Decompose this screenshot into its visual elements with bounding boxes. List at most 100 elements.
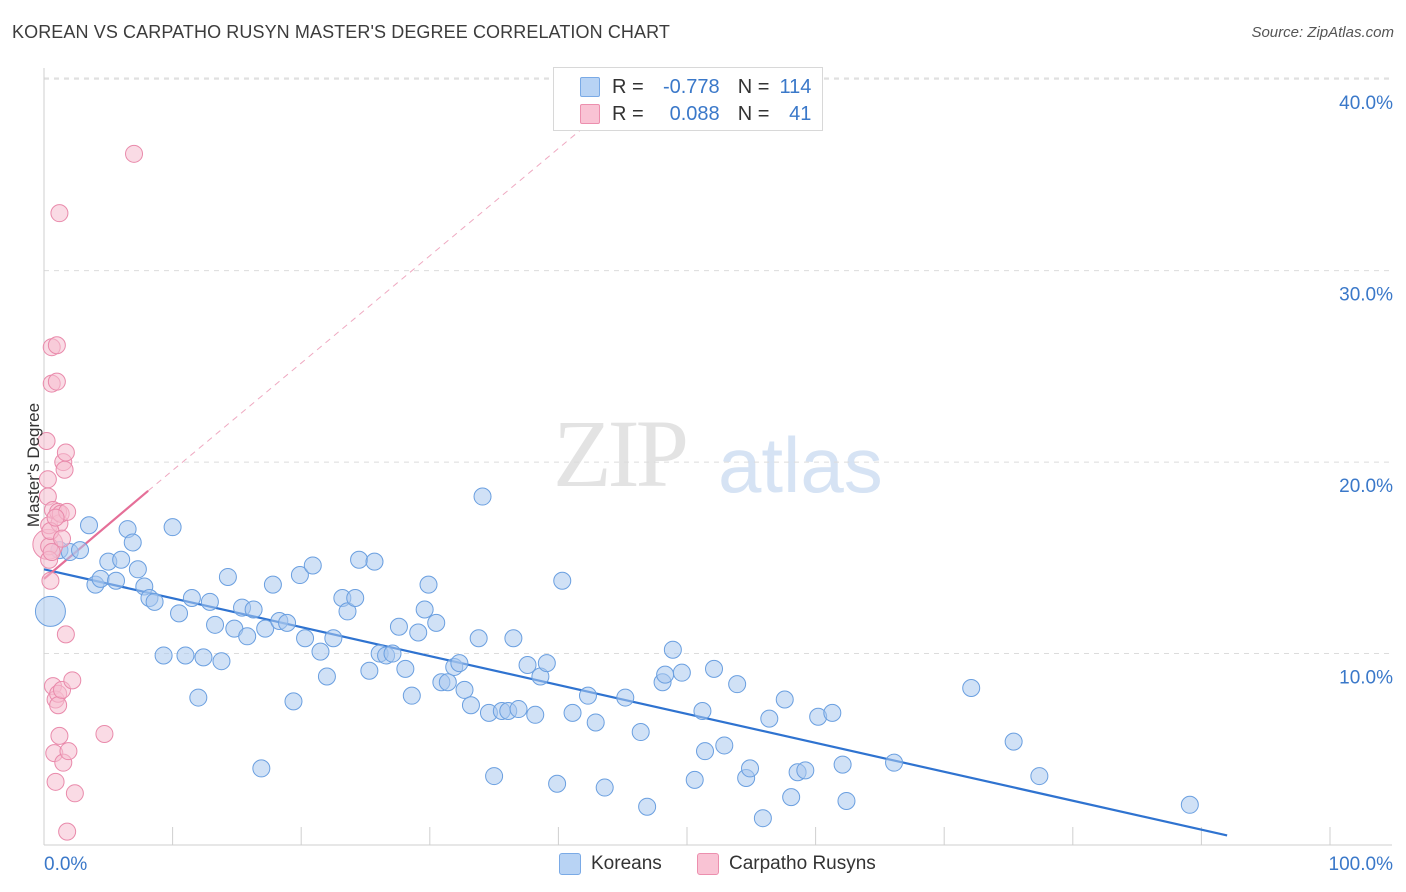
korean-point xyxy=(586,713,605,732)
n-label: N = xyxy=(737,102,770,125)
korean-point xyxy=(290,566,309,585)
korean-point xyxy=(450,654,469,673)
r-label: R = xyxy=(612,75,644,98)
carpatho-rusyn-point xyxy=(37,432,56,451)
korean-point xyxy=(212,652,231,671)
axes xyxy=(43,68,1392,846)
korean-point xyxy=(537,654,556,673)
korean-point xyxy=(402,686,421,705)
korean-point xyxy=(415,600,434,619)
korean-point xyxy=(218,567,237,586)
watermark-atlas: atlas xyxy=(718,421,883,509)
korean-point xyxy=(396,659,415,678)
correlation-legend: R = -0.778 N = 114 R = 0.088 N = 41 xyxy=(553,67,823,131)
korean-point xyxy=(696,742,715,761)
carpatho-rusyns-legend-label: Carpatho Rusyns xyxy=(729,853,876,874)
korean-point xyxy=(128,560,147,579)
n-label: N = xyxy=(737,75,770,98)
korean-point xyxy=(252,759,271,778)
carpatho-rusyn-point xyxy=(46,772,65,791)
carpatho-rusyn-points xyxy=(32,144,144,841)
korean-point xyxy=(360,661,379,680)
korean-point xyxy=(296,629,315,648)
korean-point xyxy=(796,761,815,780)
korean-point xyxy=(91,569,110,588)
korean-point xyxy=(383,644,402,663)
carpatho-rusyn-point xyxy=(50,726,69,745)
korean-point xyxy=(284,692,303,711)
korean-point xyxy=(163,518,182,537)
korean-point xyxy=(469,629,488,648)
korean-point xyxy=(145,592,164,611)
koreans-n-value: 114 xyxy=(779,75,812,98)
korean-point xyxy=(438,673,457,692)
korean-point xyxy=(409,623,428,642)
carpatho-rusyns-swatch xyxy=(580,104,600,124)
korean-point xyxy=(206,615,225,634)
carpatho-rusyn-point xyxy=(59,742,78,761)
korean-point xyxy=(176,646,195,665)
korean-point xyxy=(782,788,801,807)
korean-point xyxy=(962,679,981,697)
korean-point xyxy=(728,675,747,694)
korean-point xyxy=(518,656,537,675)
koreans-legend-swatch xyxy=(559,853,581,875)
korean-point xyxy=(427,613,446,632)
korean-point xyxy=(705,659,724,678)
legend-row-koreans: R = -0.778 N = 114 xyxy=(554,74,811,100)
carpatho-rusyn-point xyxy=(47,336,66,355)
korean-point xyxy=(548,774,567,793)
korean-point xyxy=(170,604,189,623)
carpatho-rusyn-point xyxy=(56,625,75,644)
koreans-legend-label: Koreans xyxy=(591,853,662,874)
watermark-zip: ZIP xyxy=(553,400,689,507)
carpatho-rusyn-point xyxy=(95,724,114,743)
carpatho-rusyn-trend-extension xyxy=(147,126,585,492)
korean-point xyxy=(837,791,856,810)
korean-point xyxy=(1004,732,1023,751)
korean-point xyxy=(238,627,257,646)
tick-labels: 10.0% 20.0% 30.0% 40.0% 0.0% 100.0% xyxy=(44,93,1393,875)
bottom-legend-carpatho-rusyns: Carpatho Rusyns xyxy=(697,850,876,878)
carpatho-rusyn-point xyxy=(58,822,77,841)
carpatho-rusyn-point xyxy=(65,784,84,803)
carpatho-rusyn-point xyxy=(41,571,60,590)
korean-point xyxy=(526,705,545,724)
carpatho-rusyn-point xyxy=(42,543,61,562)
korean-point xyxy=(595,778,614,797)
korean-point xyxy=(1180,795,1199,814)
korean-point xyxy=(672,663,691,682)
korean-point xyxy=(509,700,528,719)
korean-point xyxy=(455,680,474,699)
korean-point xyxy=(504,629,523,648)
y-tick-label: 20.0% xyxy=(1339,476,1393,497)
korean-point xyxy=(154,646,173,665)
carpatho-rusyn-point xyxy=(47,372,66,391)
korean-point xyxy=(338,602,357,621)
korean-point xyxy=(656,665,675,684)
korean-point xyxy=(693,701,712,720)
x-tick-label: 0.0% xyxy=(44,854,87,875)
korean-point xyxy=(775,690,794,709)
korean-point xyxy=(303,556,322,575)
korean-point xyxy=(80,516,99,535)
korean-point xyxy=(638,797,657,816)
carpatho-rusyn-trend-line xyxy=(43,489,149,580)
korean-point xyxy=(461,696,480,715)
korean-point xyxy=(311,642,330,661)
korean-point xyxy=(685,770,704,789)
carpatho-rusyn-point xyxy=(53,529,72,548)
source-label: Source: ZipAtlas.com xyxy=(1251,24,1394,41)
y-tick-label: 10.0% xyxy=(1339,668,1393,689)
korean-point xyxy=(189,688,208,707)
carpatho-rusyn-point xyxy=(63,671,82,690)
r-label: R = xyxy=(612,102,644,125)
korean-point xyxy=(346,589,365,608)
korean-point xyxy=(741,759,760,778)
korean-point xyxy=(244,600,263,619)
bottom-legend-koreans: Koreans xyxy=(559,850,662,878)
carpatho-rusyns-legend-swatch xyxy=(697,853,719,875)
korean-point xyxy=(256,619,275,638)
koreans-r-value: -0.778 xyxy=(662,75,720,98)
koreans-swatch xyxy=(580,77,600,97)
